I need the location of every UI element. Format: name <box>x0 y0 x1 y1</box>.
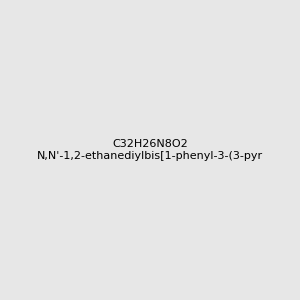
Text: C32H26N8O2
N,N'-1,2-ethanediylbis[1-phenyl-3-(3-pyr: C32H26N8O2 N,N'-1,2-ethanediylbis[1-phen… <box>37 139 263 161</box>
